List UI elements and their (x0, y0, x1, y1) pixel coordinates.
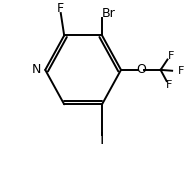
Text: O: O (136, 63, 146, 76)
Text: F: F (166, 80, 172, 90)
Text: F: F (178, 66, 185, 76)
Text: I: I (100, 132, 104, 147)
Text: N: N (32, 63, 41, 76)
Text: Br: Br (102, 7, 116, 20)
Text: F: F (168, 51, 174, 61)
Text: F: F (57, 2, 64, 15)
